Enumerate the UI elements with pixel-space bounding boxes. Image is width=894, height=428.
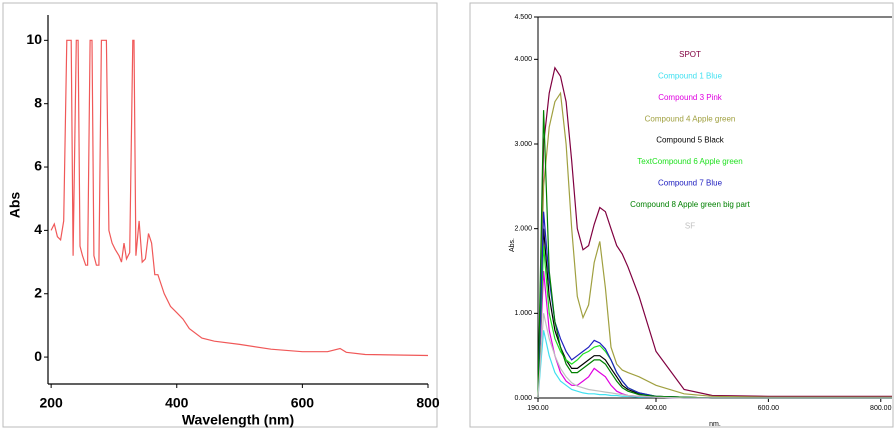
legend-entry: SF	[685, 221, 695, 230]
y-tick-label: 10	[26, 31, 42, 47]
y-tick-label: 3.000	[514, 141, 532, 148]
legend-entry: Compound 8 Apple green big part	[630, 200, 750, 209]
x-axis-label: nm.	[709, 421, 721, 428]
data-line	[537, 66, 892, 399]
x-tick-label: 400	[165, 395, 189, 411]
x-axis-label: Wavelength (nm)	[182, 412, 294, 428]
x-tick-label: 600	[291, 395, 315, 411]
y-tick-label: 2.000	[514, 226, 532, 233]
right-panel	[469, 2, 894, 428]
legend-entry: Compound 1 Blue	[658, 72, 723, 81]
x-tick-label: 600.00	[758, 405, 780, 412]
legend-entry: Compound 4 Apple green	[645, 114, 736, 123]
y-tick-label: 0.000	[514, 395, 532, 402]
x-tick-label: 800.00	[870, 405, 892, 412]
legend-entry: Compound 3 Pink	[658, 93, 723, 102]
x-tick-label: 800	[416, 395, 440, 411]
y-tick-label: 4.000	[514, 56, 532, 63]
y-tick-label: 1.000	[514, 310, 532, 317]
legend-entry: Compound 5 Black	[656, 136, 725, 145]
y-tick-label: 4	[34, 221, 42, 237]
legend-entry: TextCompound 6 Apple green	[637, 157, 742, 166]
y-axis-label: Abs	[7, 192, 23, 219]
data-line	[50, 39, 429, 357]
y-tick-label: 0	[34, 348, 42, 364]
left-panel	[2, 2, 438, 428]
x-tick-label: 190.00	[527, 405, 549, 412]
data-line	[537, 91, 892, 399]
y-axis-label: Abs.	[509, 238, 516, 252]
legend-entry: SPOT	[679, 50, 701, 59]
data-line	[537, 313, 892, 399]
y-tick-label: 8	[34, 94, 42, 110]
y-tick-label: 6	[34, 158, 42, 174]
y-tick-label: 2	[34, 284, 42, 300]
legend-entry: Compound 7 Blue	[658, 179, 723, 188]
x-tick-label: 400.00	[645, 405, 667, 412]
x-tick-label: 200	[39, 395, 63, 411]
y-tick-label: 4.500	[514, 14, 532, 21]
